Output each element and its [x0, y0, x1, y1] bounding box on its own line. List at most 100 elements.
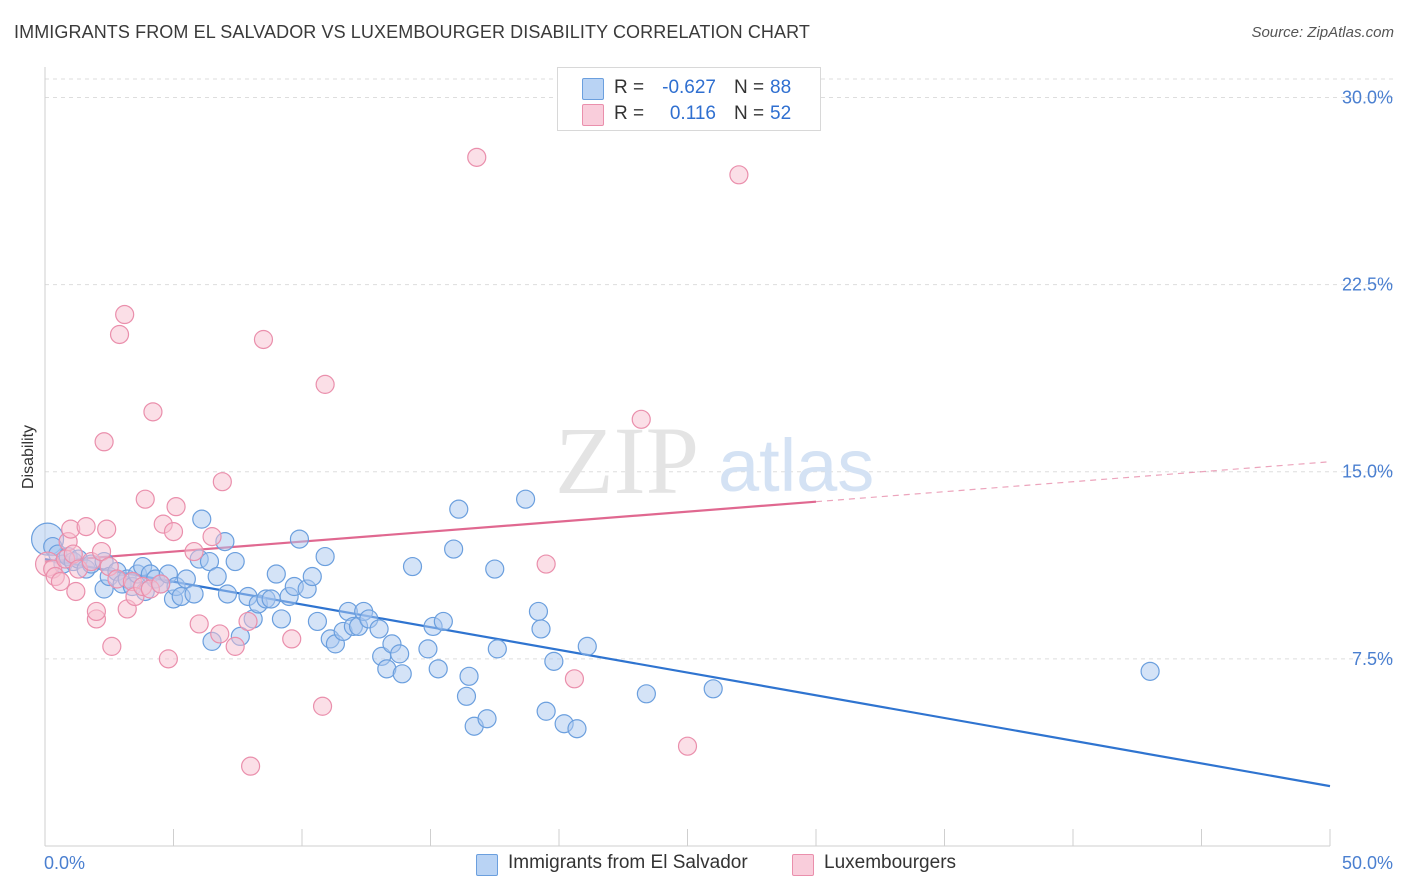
data-point-el-salvador — [261, 589, 281, 609]
data-point-el-salvador — [428, 659, 448, 679]
data-point-el-salvador — [418, 639, 438, 659]
chart-title: IMMIGRANTS FROM EL SALVADOR VS LUXEMBOUR… — [14, 22, 811, 42]
data-point-el-salvador — [456, 686, 477, 706]
stats-row-pink: R = 0.116 N = 52 — [558, 102, 820, 128]
data-point-el-salvador — [307, 611, 328, 632]
data-point-luxembourger — [212, 472, 232, 492]
data-point-luxembourger — [91, 541, 112, 562]
data-point-el-salvador — [192, 509, 212, 529]
data-point-el-salvador — [459, 666, 479, 686]
axes — [44, 67, 1331, 847]
data-point-luxembourger — [97, 519, 117, 539]
data-points — [30, 147, 1160, 776]
data-point-luxembourger — [536, 554, 556, 574]
data-point-el-salvador — [577, 636, 597, 656]
x-tick-label: 0.0% — [44, 853, 85, 873]
data-point-el-salvador — [636, 684, 656, 704]
data-point-el-salvador — [369, 619, 389, 639]
data-point-el-salvador — [487, 639, 507, 659]
data-point-luxembourger — [729, 165, 749, 185]
y-tick-label: 7.5% — [1352, 649, 1393, 669]
watermark-atlas: atlas — [718, 424, 874, 507]
n-value: 88 — [770, 77, 792, 98]
data-point-luxembourger — [76, 517, 96, 537]
tick-labels: 7.5% 15.0% 22.5% 30.0% 0.0% 50.0% — [44, 87, 1393, 873]
trend-line-luxembourger — [44, 500, 817, 563]
data-point-el-salvador — [184, 584, 204, 604]
data-point-luxembourger — [151, 574, 171, 594]
gridlines — [45, 78, 1393, 660]
data-point-luxembourger — [115, 304, 135, 325]
r-value: 0.116 — [669, 103, 716, 124]
stats-swatch-blue — [582, 78, 604, 100]
stats-swatch-pink — [582, 104, 604, 126]
data-point-luxembourger — [210, 624, 230, 644]
data-point-el-salvador — [485, 559, 505, 579]
data-point-el-salvador — [402, 556, 423, 577]
data-point-luxembourger — [184, 541, 204, 562]
data-point-luxembourger — [109, 324, 130, 345]
data-point-el-salvador — [217, 584, 238, 604]
data-point-el-salvador — [703, 679, 723, 699]
data-point-luxembourger — [253, 329, 274, 350]
legend-swatch-blue — [476, 854, 498, 876]
data-point-luxembourger — [202, 527, 222, 547]
stats-box: R = -0.627 N = 88 R = 0.116 N = 52 — [557, 67, 821, 131]
data-point-luxembourger — [677, 736, 698, 756]
data-point-luxembourger — [241, 756, 261, 776]
data-point-el-salvador — [302, 566, 322, 587]
data-point-luxembourger — [315, 374, 335, 394]
n-label: N = — [734, 77, 765, 98]
watermark-zip: ZIP — [555, 407, 699, 514]
data-point-el-salvador — [199, 551, 220, 572]
data-point-el-salvador — [531, 619, 551, 639]
data-point-el-salvador — [266, 564, 286, 584]
data-point-el-salvador — [176, 569, 196, 589]
data-point-el-salvador — [207, 566, 227, 587]
data-point-el-salvador — [289, 529, 310, 549]
r-label: R = — [614, 77, 645, 98]
data-point-luxembourger — [143, 402, 163, 422]
data-point-luxembourger — [312, 696, 333, 716]
data-point-luxembourger — [158, 649, 178, 669]
data-point-el-salvador — [544, 651, 564, 671]
n-label: N = — [734, 103, 765, 124]
data-point-el-salvador — [567, 719, 587, 739]
data-point-el-salvador — [444, 539, 464, 559]
data-point-el-salvador — [449, 499, 469, 519]
stats-row-blue: R = -0.627 N = 88 — [558, 76, 820, 102]
data-point-luxembourger — [66, 581, 86, 602]
data-point-luxembourger — [102, 636, 122, 656]
data-point-luxembourger — [166, 497, 186, 517]
data-point-el-salvador — [477, 709, 497, 729]
data-point-el-salvador — [271, 609, 292, 629]
data-point-el-salvador — [392, 664, 412, 684]
data-point-luxembourger — [50, 571, 71, 592]
r-label: R = — [614, 103, 645, 124]
data-point-luxembourger — [467, 147, 487, 167]
legend-label: Luxembourgers — [824, 852, 957, 873]
legend-swatch-pink — [792, 854, 814, 876]
data-point-luxembourger — [225, 636, 245, 656]
data-point-el-salvador — [390, 644, 410, 664]
y-axis-label: Disability — [20, 425, 37, 489]
x-tick-label: 50.0% — [1342, 853, 1393, 873]
data-point-el-salvador — [536, 701, 556, 721]
data-point-luxembourger — [163, 522, 184, 542]
legend-label: Immigrants from El Salvador — [508, 852, 748, 873]
y-tick-label: 15.0% — [1342, 462, 1393, 482]
data-point-el-salvador — [528, 601, 549, 622]
data-point-luxembourger — [238, 611, 258, 632]
n-value: 52 — [770, 103, 792, 124]
y-tick-label: 30.0% — [1342, 87, 1393, 107]
data-point-el-salvador — [1140, 661, 1160, 681]
data-point-luxembourger — [135, 489, 155, 509]
data-point-el-salvador — [515, 489, 536, 509]
data-point-luxembourger — [86, 601, 107, 622]
data-point-luxembourger — [282, 629, 302, 649]
source-label: Source: ZipAtlas.com — [1251, 24, 1394, 41]
trend-line-luxembourger-extension — [815, 461, 1331, 503]
y-tick-label: 22.5% — [1342, 275, 1393, 295]
data-point-luxembourger — [564, 669, 585, 689]
